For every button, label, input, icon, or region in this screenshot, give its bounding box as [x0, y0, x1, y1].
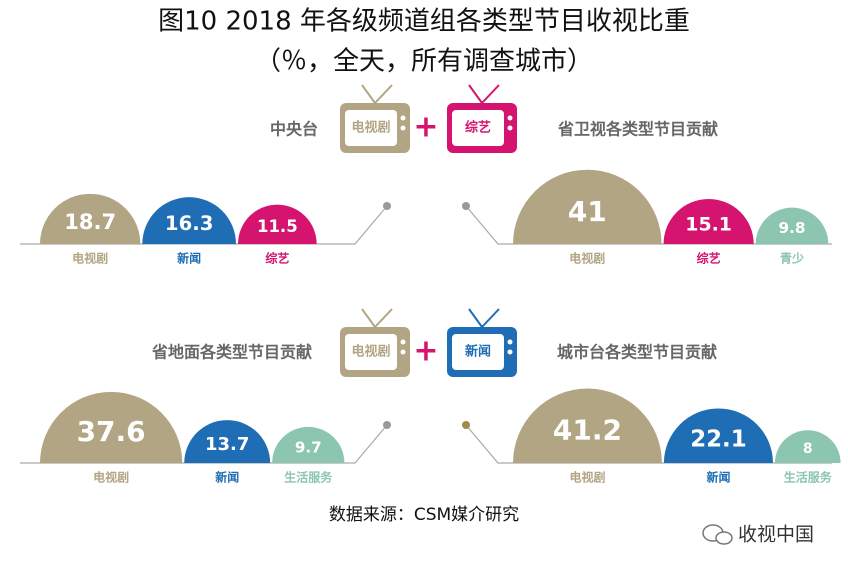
semicircle: [142, 197, 236, 244]
category-label: 电视剧: [72, 251, 108, 266]
plus: +: [413, 334, 438, 369]
panel-title: 中央台: [270, 120, 318, 139]
category-label: 生活服务: [784, 470, 833, 485]
semicircle: [663, 408, 773, 463]
subtitle: （％，全天，所有调查城市）: [255, 47, 593, 77]
dot: [462, 202, 470, 210]
category-label: 新闻: [177, 251, 201, 266]
dot: [383, 202, 391, 210]
tv-left-bottom: 电视剧: [340, 308, 410, 377]
dot: [462, 421, 470, 429]
semicircle: [272, 426, 345, 463]
source: 数据来源：CSM媒介研究: [329, 505, 519, 525]
tv-label: 电视剧: [351, 120, 390, 136]
semicircle: [513, 169, 662, 244]
category-label: 综艺: [265, 251, 289, 266]
panel-title: 省地面各类型节目贡献: [151, 343, 312, 362]
watermark-icon: [702, 524, 733, 545]
value-label: 8: [803, 441, 813, 457]
semicircle: [663, 198, 754, 244]
semicircle: [40, 193, 141, 244]
category-label: 新闻: [215, 470, 239, 485]
tv-label: 电视剧: [351, 344, 390, 360]
value-label: 9.7: [295, 438, 322, 456]
value-label: 9.8: [779, 219, 806, 237]
plus: +: [413, 110, 438, 145]
category-label: 生活服务: [284, 470, 333, 485]
semicircle: [184, 420, 271, 463]
category-label: 电视剧: [569, 251, 605, 266]
semicircle: [237, 204, 317, 244]
value-label: 13.7: [205, 434, 249, 455]
value-label: 18.7: [64, 209, 116, 234]
value-label: 37.6: [77, 415, 146, 448]
value-label: 22.1: [690, 427, 746, 453]
dot: [383, 421, 391, 429]
semicircle: [774, 430, 841, 463]
category-label: 新闻: [706, 470, 730, 485]
tv-right-top: 综艺: [447, 84, 517, 153]
semicircle: [513, 388, 662, 463]
value-label: 41.2: [553, 414, 622, 447]
panel-title: 省卫视各类型节目贡献: [557, 120, 718, 139]
category-label: 电视剧: [569, 470, 605, 485]
tv-label: 综艺: [465, 120, 491, 136]
semicircle: [40, 391, 183, 463]
panel-title: 城市台各类型节目贡献: [557, 343, 717, 362]
tv-label: 新闻: [465, 344, 491, 360]
category-label: 青少: [780, 251, 804, 266]
tv-right-bottom: 新闻: [447, 308, 517, 377]
category-label: 综艺: [697, 251, 721, 266]
semicircle: [755, 207, 829, 244]
watermark: 收视中国: [738, 524, 814, 546]
tv-left-top: 电视剧: [340, 84, 410, 153]
value-label: 11.5: [257, 217, 298, 236]
value-label: 41: [568, 195, 607, 228]
value-label: 16.3: [165, 212, 214, 235]
category-label: 电视剧: [93, 470, 129, 485]
value-label: 15.1: [685, 214, 732, 236]
title: 图10 2018 年各级频道组各类型节目收视比重: [158, 7, 690, 37]
